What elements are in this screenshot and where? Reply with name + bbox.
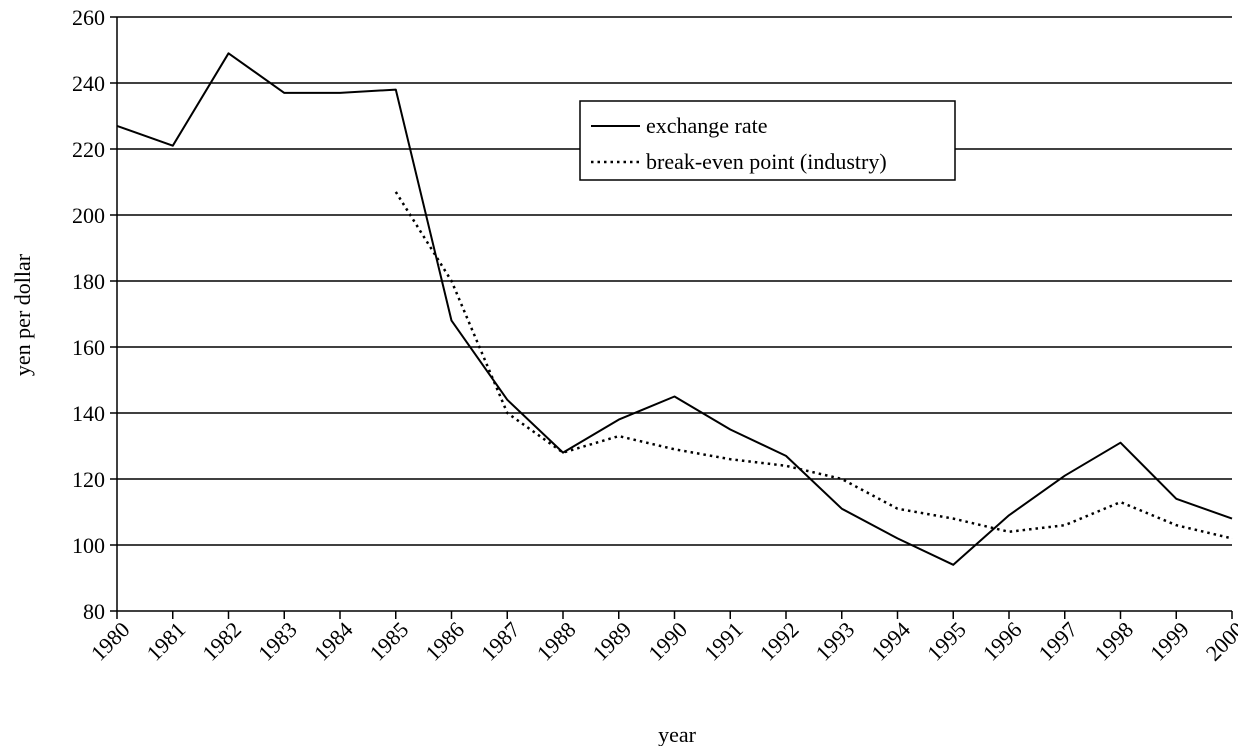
x-tick-label-1995: 1995: [922, 617, 971, 666]
y-tick-label-200: 200: [72, 203, 105, 228]
y-axis-ticks: 80 100 120 140 160 180 200 220 240 260: [72, 5, 117, 624]
x-tick-label-1992: 1992: [755, 617, 804, 666]
x-tick-label-1990: 1990: [643, 617, 692, 666]
x-tick-label-1996: 1996: [978, 617, 1027, 666]
x-tick-label-1989: 1989: [587, 617, 636, 666]
legend: exchange rate break-even point (industry…: [579, 100, 956, 181]
y-tick-label-180: 180: [72, 269, 105, 294]
x-tick-label-2000: 2000: [1201, 617, 1238, 666]
y-tick-label-100: 100: [72, 533, 105, 558]
x-tick-label-1981: 1981: [141, 617, 190, 666]
x-tick-label-1999: 1999: [1145, 617, 1194, 666]
x-axis-ticks: 1980 1981 1982 1983 1984 1985 1986 1987 1988 1989…: [86, 611, 1238, 666]
x-tick-label-1983: 1983: [253, 617, 302, 666]
y-tick-label-120: 120: [72, 467, 105, 492]
y-tick-label-80: 80: [83, 599, 105, 624]
gridlines: [117, 16, 1232, 546]
x-tick-label-1986: 1986: [420, 617, 469, 666]
y-tick-label-220: 220: [72, 137, 105, 162]
x-tick-label-1994: 1994: [866, 617, 915, 666]
x-tick-label-1980: 1980: [86, 617, 135, 666]
legend-label-exchange-rate: exchange rate: [646, 113, 768, 138]
y-tick-label-240: 240: [72, 71, 105, 96]
x-tick-label-1982: 1982: [197, 617, 246, 666]
series-lines: [116, 52, 1233, 566]
legend-box: [579, 100, 956, 181]
x-tick-label-1985: 1985: [364, 617, 413, 666]
x-tick-label-1998: 1998: [1089, 617, 1138, 666]
x-tick-label-1987: 1987: [476, 617, 525, 666]
x-tick-label-1991: 1991: [699, 617, 748, 666]
x-tick-label-1997: 1997: [1033, 617, 1082, 666]
y-tick-label-140: 140: [72, 401, 105, 426]
y-tick-label-160: 160: [72, 335, 105, 360]
x-tick-label-1993: 1993: [810, 617, 859, 666]
x-axis-title: year: [658, 722, 697, 746]
y-axis-title: yen per dollar: [10, 253, 35, 376]
x-tick-label-1984: 1984: [309, 617, 358, 666]
y-tick-label-260: 260: [72, 5, 105, 30]
axes: [116, 17, 1232, 612]
legend-label-break-even-point: break-even point (industry): [646, 149, 887, 174]
x-tick-label-1988: 1988: [532, 617, 581, 666]
series-line-break-even-point: [394, 191, 1233, 540]
